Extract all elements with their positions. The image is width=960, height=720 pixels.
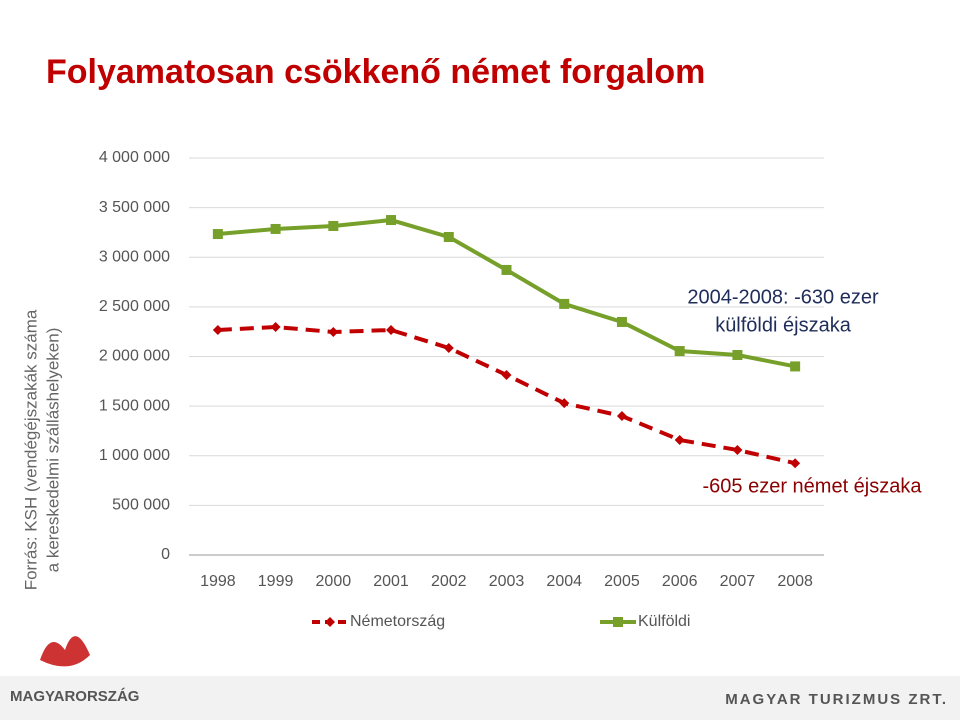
y-tick-label: 2 500 000: [99, 298, 170, 315]
footer-band: [0, 676, 960, 720]
y-tick-label: 1 000 000: [99, 447, 170, 464]
annotation: -605 ezer német éjszaka: [702, 475, 922, 497]
point: [674, 434, 685, 445]
point: [613, 617, 623, 627]
point: [386, 215, 397, 226]
y-tick-label: 3 500 000: [99, 199, 170, 216]
x-tick-label: 2006: [662, 573, 698, 590]
annotation: külföldi éjszaka: [715, 314, 852, 336]
x-tick-label: 2008: [777, 573, 813, 590]
point: [616, 316, 627, 327]
point: [328, 326, 339, 337]
y-label-line: a kereskedelmi szálláshelyeken): [43, 328, 62, 573]
point: [325, 617, 335, 627]
x-tick-label: 2002: [431, 573, 467, 590]
y-label-line: Forrás: KSH (vendégéjszakák száma: [21, 309, 40, 590]
x-tick-label: 2000: [316, 573, 352, 590]
point: [501, 369, 512, 380]
x-tick-label: 1998: [200, 573, 236, 590]
point: [270, 322, 281, 333]
point: [732, 444, 743, 455]
x-tick-label: 2003: [489, 573, 525, 590]
footer-right: MAGYAR TURIZMUS ZRT.: [725, 691, 948, 708]
point: [443, 232, 454, 243]
point: [732, 350, 743, 361]
point: [674, 346, 685, 357]
logo-shape: [40, 636, 90, 667]
legend-label: Németország: [350, 613, 445, 630]
point: [386, 325, 397, 336]
legend-label: Külföldi: [638, 613, 690, 630]
point: [501, 264, 512, 275]
y-tick-label: 500 000: [112, 497, 170, 514]
point: [328, 220, 339, 231]
y-tick-label: 4 000 000: [99, 149, 170, 166]
point: [790, 361, 801, 372]
x-tick-label: 2001: [373, 573, 409, 590]
x-tick-label: 2007: [720, 573, 756, 590]
point: [790, 458, 801, 469]
x-tick-label: 2004: [546, 573, 582, 590]
annotation: 2004-2008: -630 ezer: [687, 286, 879, 308]
y-tick-label: 0: [161, 546, 170, 563]
point: [443, 342, 454, 353]
y-axis-label: Forrás: KSH (vendégéjszakák száma a kere…: [21, 309, 62, 590]
x-tick-label: 1999: [258, 573, 294, 590]
x-tick-label: 2005: [604, 573, 640, 590]
y-tick-label: 1 500 000: [99, 397, 170, 414]
footer-left: MAGYARORSZÁG: [10, 688, 139, 705]
y-tick-label: 2 000 000: [99, 348, 170, 365]
point: [616, 411, 627, 422]
point: [559, 298, 570, 309]
chart-title: Folyamatosan csökkenő német forgalom: [46, 53, 705, 91]
point: [270, 223, 281, 234]
point: [559, 398, 570, 409]
point: [212, 325, 223, 336]
point: [212, 229, 223, 240]
y-tick-label: 3 000 000: [99, 248, 170, 265]
